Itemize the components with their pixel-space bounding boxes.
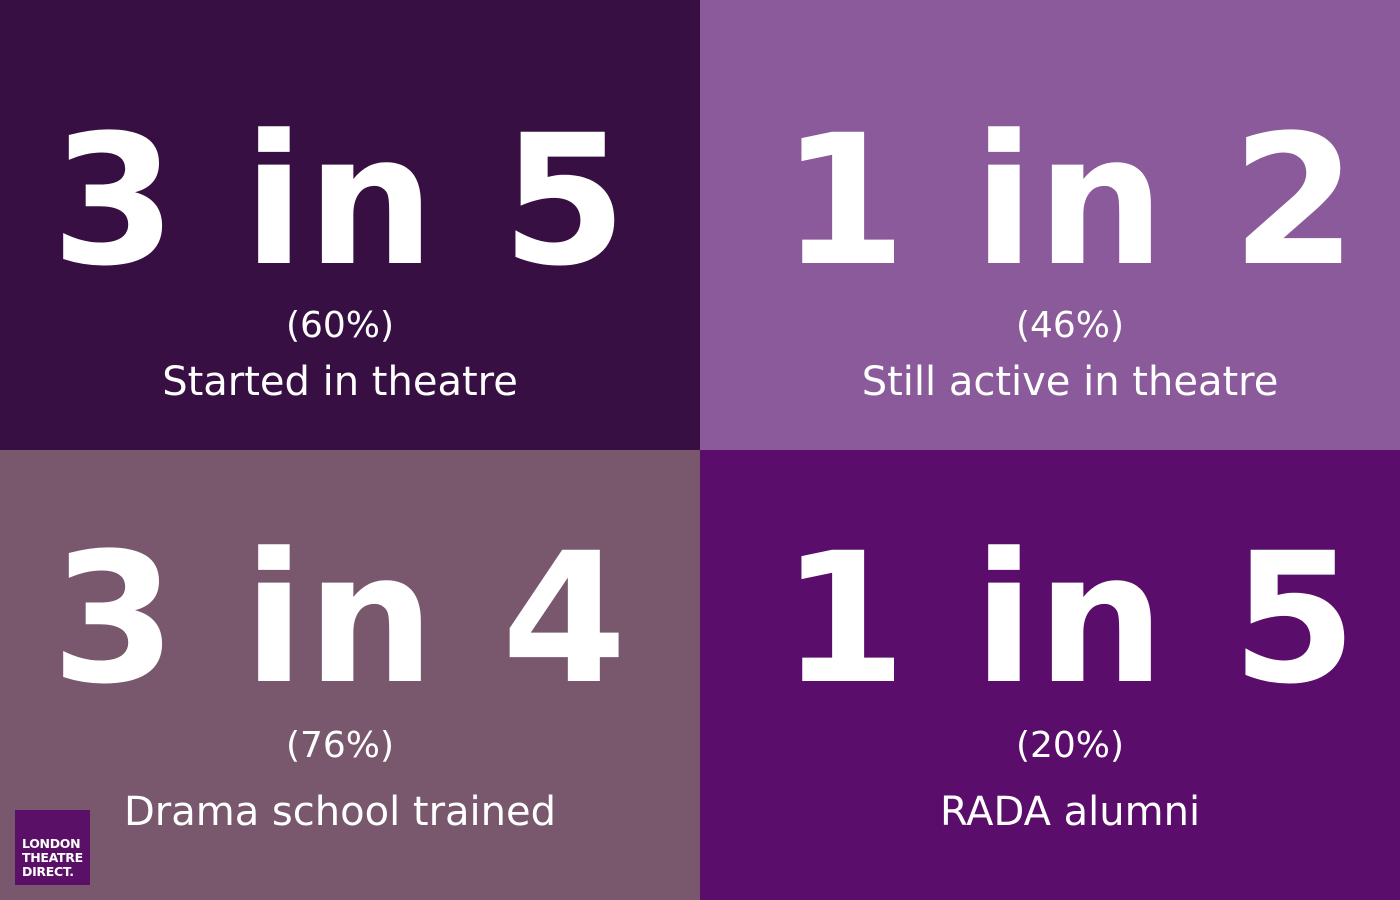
stat-percent: (60%) [285, 305, 395, 346]
stat-percent: (46%) [1015, 305, 1125, 346]
stat-label: Started in theatre [162, 359, 518, 405]
logo-line-2: THEATRE [22, 850, 83, 865]
stat-ratio: 1 in 2 [781, 97, 1359, 306]
stat-tile-started-in-theatre: 3 in 5 (60%) Started in theatre [0, 0, 700, 450]
stat-ratio: 1 in 5 [781, 515, 1359, 724]
stat-tile-rada-alumni: 1 in 5 (20%) RADA alumni [700, 450, 1400, 900]
stat-ratio: 3 in 4 [51, 515, 629, 724]
logo-line-3: DIRECT. [22, 864, 74, 879]
london-theatre-direct-logo: LONDON THEATRE DIRECT. [15, 810, 90, 885]
stat-tile-still-active: 1 in 2 (46%) Still active in theatre [700, 0, 1400, 450]
stat-label: RADA alumni [939, 789, 1201, 835]
stat-percent: (76%) [285, 725, 395, 766]
stat-label: Still active in theatre [861, 359, 1279, 405]
stat-tile-drama-school: 3 in 4 (76%) Drama school trained [0, 450, 700, 900]
stat-ratio: 3 in 5 [51, 97, 629, 306]
stat-percent: (20%) [1015, 725, 1125, 766]
stat-label: Drama school trained [123, 789, 556, 835]
logo-line-1: LONDON [22, 836, 81, 851]
